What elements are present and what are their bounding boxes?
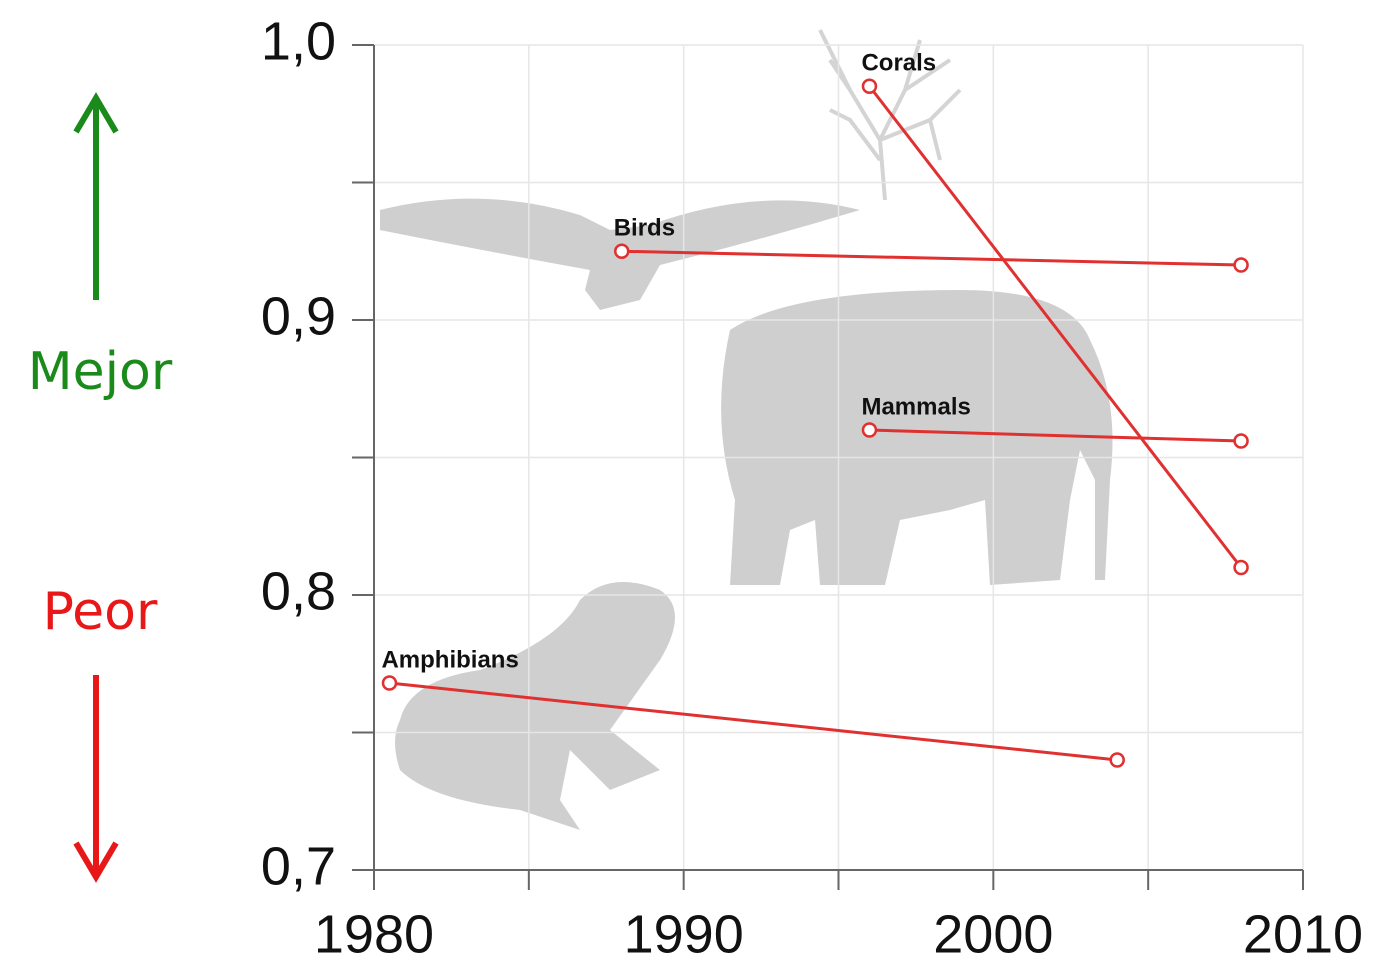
series-line — [869, 428, 1242, 443]
series-line — [868, 85, 1243, 569]
point — [613, 243, 630, 259]
point — [1233, 257, 1249, 273]
x-tick-label: 1990 — [624, 904, 744, 964]
y-tick-label: 0,7 — [261, 836, 336, 896]
point — [861, 422, 878, 438]
point — [1233, 433, 1249, 449]
series-label: Mammals — [861, 393, 970, 420]
annotation: Peor — [43, 582, 158, 642]
x-tick-label: 2010 — [1243, 904, 1363, 964]
silhouettes — [380, 29, 1113, 830]
point — [1109, 752, 1125, 768]
annotation: Mejor — [28, 342, 173, 402]
coral-silhouette — [818, 29, 962, 201]
arrow — [73, 675, 119, 883]
x-tick-label: 2000 — [933, 904, 1053, 964]
series-line — [621, 249, 1242, 267]
point — [861, 78, 878, 94]
series-line — [389, 681, 1118, 762]
frog-silhouette — [395, 582, 675, 830]
series-label: Birds — [614, 215, 675, 242]
series-label: Corals — [861, 50, 936, 77]
point — [381, 675, 398, 691]
y-tick-label: 0,8 — [261, 561, 336, 621]
elephant-silhouette — [721, 290, 1113, 585]
point — [1233, 559, 1249, 576]
arrow — [73, 92, 119, 300]
series-label: Amphibians — [381, 646, 518, 673]
y-tick-label: 0,9 — [261, 286, 336, 346]
y-tick-label: 1,0 — [261, 11, 336, 71]
x-tick-label: 1980 — [314, 904, 434, 964]
